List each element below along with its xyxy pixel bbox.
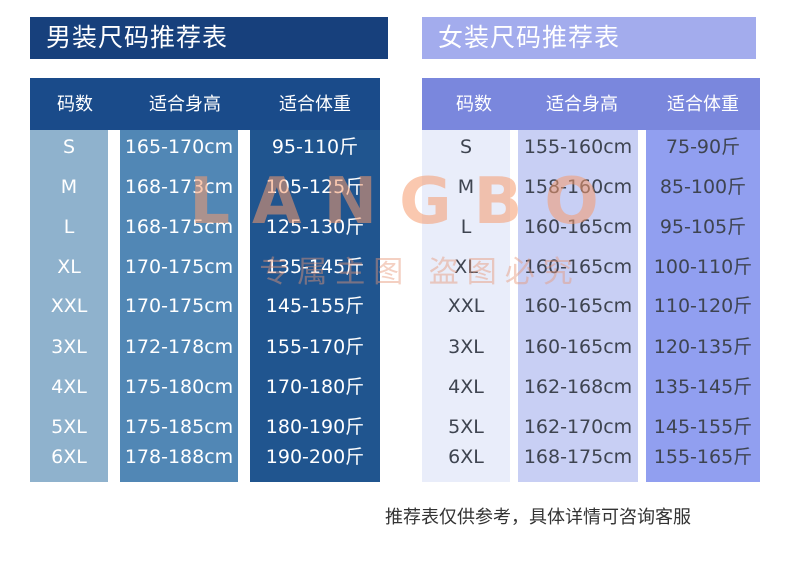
men-weight-cell: 180-190斤 xyxy=(265,416,365,438)
women-size-table: 码数 适合身高 适合体重 S M L XL XXL 3XL 4XL 5XL 6X… xyxy=(422,78,760,482)
men-size-cell: 3XL xyxy=(51,336,87,358)
women-size-cell: 6XL xyxy=(448,446,484,468)
women-header-height: 适合身高 xyxy=(546,94,618,115)
women-size-cell: S xyxy=(459,136,473,158)
women-height-cell: 158-160cm xyxy=(523,176,633,198)
women-height-cell: 160-165cm xyxy=(523,216,633,238)
men-height-cell: 172-178cm xyxy=(124,336,234,358)
men-weight-cell: 145-155斤 xyxy=(265,295,365,317)
men-height-cell: 170-175cm xyxy=(124,256,234,278)
footnote: 推荐表仅供参考，具体详情可咨询客服 xyxy=(385,507,691,528)
men-size-cell: S xyxy=(62,136,76,158)
men-height-cell: 175-185cm xyxy=(124,416,234,438)
women-height-cell: 160-165cm xyxy=(523,256,633,278)
men-header-weight: 适合体重 xyxy=(279,94,351,115)
women-size-cell: 4XL xyxy=(448,376,484,398)
women-height-cell: 160-165cm xyxy=(523,336,633,358)
men-size-cell: 6XL xyxy=(51,446,87,468)
men-height-cell: 168-173cm xyxy=(124,176,234,198)
men-weight-cell: 95-110斤 xyxy=(271,136,359,158)
women-size-chart-title: 女装尺码推荐表 xyxy=(422,17,756,59)
men-height-cell: 165-170cm xyxy=(124,136,234,158)
women-weight-cell: 100-110斤 xyxy=(653,256,753,278)
women-height-cell: 162-170cm xyxy=(523,416,633,438)
men-height-cell: 178-188cm xyxy=(124,446,234,468)
women-weight-cell: 120-135斤 xyxy=(653,336,753,358)
women-size-cell: M xyxy=(457,176,475,198)
women-weight-cell: 135-145斤 xyxy=(653,376,753,398)
men-size-cell: XXL xyxy=(50,295,88,317)
women-weight-cell: 155-165斤 xyxy=(653,446,753,468)
men-table-header: 码数 适合身高 适合体重 xyxy=(30,78,380,130)
men-weight-cell: 105-125斤 xyxy=(265,176,365,198)
men-size-cell: 5XL xyxy=(51,416,87,438)
women-table-header: 码数 适合身高 适合体重 xyxy=(422,78,760,130)
women-height-cell: 168-175cm xyxy=(523,446,633,468)
men-height-column: 165-170cm 168-173cm 168-175cm 170-175cm … xyxy=(120,130,238,482)
men-weight-cell: 125-130斤 xyxy=(265,216,365,238)
men-height-cell: 170-175cm xyxy=(124,295,234,317)
men-size-cell: 4XL xyxy=(51,376,87,398)
women-size-column: S M L XL XXL 3XL 4XL 5XL 6XL xyxy=(422,130,510,482)
men-header-size: 码数 xyxy=(57,94,93,115)
women-height-cell: 162-168cm xyxy=(523,376,633,398)
men-weight-cell: 155-170斤 xyxy=(265,336,365,358)
women-weight-column: 75-90斤 85-100斤 95-105斤 100-110斤 110-120斤… xyxy=(646,130,760,482)
men-weight-cell: 190-200斤 xyxy=(265,446,365,468)
women-weight-cell: 85-100斤 xyxy=(659,176,747,198)
men-size-cell: L xyxy=(63,216,75,238)
men-weight-column: 95-110斤 105-125斤 125-130斤 135-145斤 145-1… xyxy=(250,130,380,482)
women-size-cell: XXL xyxy=(447,295,485,317)
women-size-cell: 5XL xyxy=(448,416,484,438)
women-size-cell: XL xyxy=(454,256,478,278)
men-height-cell: 168-175cm xyxy=(124,216,234,238)
men-weight-cell: 135-145斤 xyxy=(265,256,365,278)
women-size-cell: L xyxy=(460,216,472,238)
women-size-cell: 3XL xyxy=(448,336,484,358)
women-header-weight: 适合体重 xyxy=(667,94,739,115)
women-weight-cell: 75-90斤 xyxy=(665,136,741,158)
women-weight-cell: 95-105斤 xyxy=(659,216,747,238)
men-height-cell: 175-180cm xyxy=(124,376,234,398)
men-header-height: 适合身高 xyxy=(149,94,221,115)
women-header-size: 码数 xyxy=(456,94,492,115)
men-size-chart-title: 男装尺码推荐表 xyxy=(30,17,388,59)
men-size-table: 码数 适合身高 适合体重 S M L XL XXL 3XL 4XL 5XL 6X… xyxy=(30,78,380,482)
men-weight-cell: 170-180斤 xyxy=(265,376,365,398)
men-size-cell: XL xyxy=(57,256,81,278)
women-height-cell: 160-165cm xyxy=(523,295,633,317)
men-size-column: S M L XL XXL 3XL 4XL 5XL 6XL xyxy=(30,130,108,482)
women-height-column: 155-160cm 158-160cm 160-165cm 160-165cm … xyxy=(518,130,638,482)
men-size-cell: M xyxy=(60,176,78,198)
women-weight-cell: 145-155斤 xyxy=(653,416,753,438)
women-weight-cell: 110-120斤 xyxy=(653,295,753,317)
women-height-cell: 155-160cm xyxy=(523,136,633,158)
